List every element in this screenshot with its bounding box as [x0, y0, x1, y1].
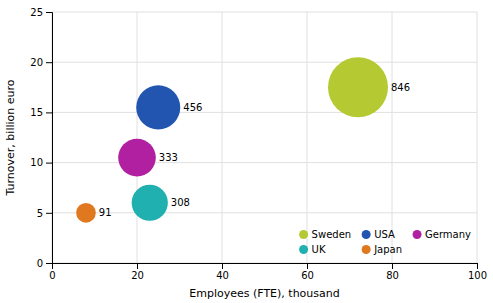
legend-swatch	[362, 245, 371, 254]
x-tick-mark	[477, 263, 478, 269]
grid-line-y	[52, 212, 477, 213]
legend-label: Japan	[373, 244, 402, 255]
grid-line-y	[52, 112, 477, 113]
x-tick-label: 40	[216, 270, 229, 281]
y-tick-label: 15	[30, 107, 43, 118]
y-tick-mark	[46, 163, 52, 164]
y-tick-label: 20	[30, 57, 43, 68]
legend-label: UK	[312, 244, 326, 255]
legend-item: Germany	[413, 229, 472, 240]
grid-line-x	[222, 12, 223, 263]
x-tick-label: 0	[49, 270, 55, 281]
legend-swatch	[413, 230, 422, 239]
bubbles	[76, 57, 388, 222]
y-axis: 0 5 10 15 20 25	[30, 7, 52, 269]
data-label: 308	[171, 197, 190, 208]
x-tick-mark	[307, 263, 308, 269]
x-tick-label: 60	[301, 270, 314, 281]
y-tick-label: 5	[37, 208, 43, 219]
data-labels: 846 456 333 308 91	[99, 82, 410, 219]
bubble	[328, 57, 388, 117]
y-tick: 25	[30, 7, 52, 18]
legend-item: Sweden	[299, 229, 351, 240]
legend-label: Sweden	[312, 229, 352, 240]
grid-line-y	[52, 12, 477, 13]
y-tick-mark	[46, 263, 52, 264]
y-tick-label: 10	[30, 157, 43, 168]
y-tick: 10	[30, 157, 52, 168]
grid	[52, 12, 477, 263]
x-tick-mark	[222, 263, 223, 269]
y-tick-mark	[46, 12, 52, 13]
legend: Sweden USA Germany UK Japan	[299, 229, 471, 255]
legend-item: Japan	[362, 244, 402, 255]
y-tick-mark	[46, 62, 52, 63]
y-tick: 15	[30, 107, 52, 118]
x-tick: 60	[301, 263, 314, 281]
y-tick-mark	[46, 112, 52, 113]
x-tick-label: 20	[131, 270, 144, 281]
y-tick-mark	[46, 213, 52, 214]
y-tick-label: 25	[30, 7, 43, 18]
x-tick-label: 100	[468, 270, 487, 281]
x-axis-title: Employees (FTE), thousand	[189, 287, 340, 300]
x-tick: 80	[386, 263, 399, 281]
x-tick-label: 80	[386, 270, 399, 281]
grid-line-y	[52, 162, 477, 163]
x-tick: 0	[49, 263, 55, 281]
legend-label: Germany	[425, 229, 471, 240]
legend-swatch	[299, 230, 308, 239]
x-tick-mark	[137, 263, 138, 269]
plot: 0 20 40 60 80 100 0 5 10 15 20 25 846 456 333 308 91 Swed…	[30, 7, 487, 281]
legend-label: USA	[374, 229, 395, 240]
bubble	[132, 185, 168, 221]
x-tick: 20	[131, 263, 144, 281]
y-tick: 20	[30, 57, 52, 68]
y-axis-title: Turnover, billion euro	[4, 79, 17, 196]
grid-line-y	[52, 62, 477, 63]
grid-line-x	[137, 12, 138, 263]
data-label: 846	[391, 82, 410, 93]
x-axis: 0 20 40 60 80 100	[49, 263, 487, 281]
legend-item: USA	[362, 229, 395, 240]
grid-line-x	[307, 12, 308, 263]
x-tick: 100	[468, 263, 487, 281]
grid-line-x	[392, 12, 393, 263]
y-tick-label: 0	[37, 258, 43, 269]
x-tick-mark	[392, 263, 393, 269]
data-label: 91	[99, 207, 112, 218]
axis-line	[46, 13, 53, 264]
y-tick: 5	[37, 208, 52, 219]
grid-line-x	[477, 12, 478, 263]
data-label: 456	[183, 102, 202, 113]
bubble	[118, 139, 156, 177]
chart: 0 20 40 60 80 100 0 5 10 15 20 25 846 456 333 308 91 Swed…	[0, 0, 493, 303]
data-label: 333	[159, 152, 178, 163]
legend-swatch	[362, 230, 371, 239]
x-tick: 40	[216, 263, 229, 281]
axis-line	[53, 264, 478, 270]
bubble	[136, 85, 180, 129]
legend-swatch	[299, 245, 308, 254]
legend-item: UK	[299, 244, 326, 255]
bubble	[76, 203, 96, 223]
y-tick: 0	[37, 258, 52, 269]
